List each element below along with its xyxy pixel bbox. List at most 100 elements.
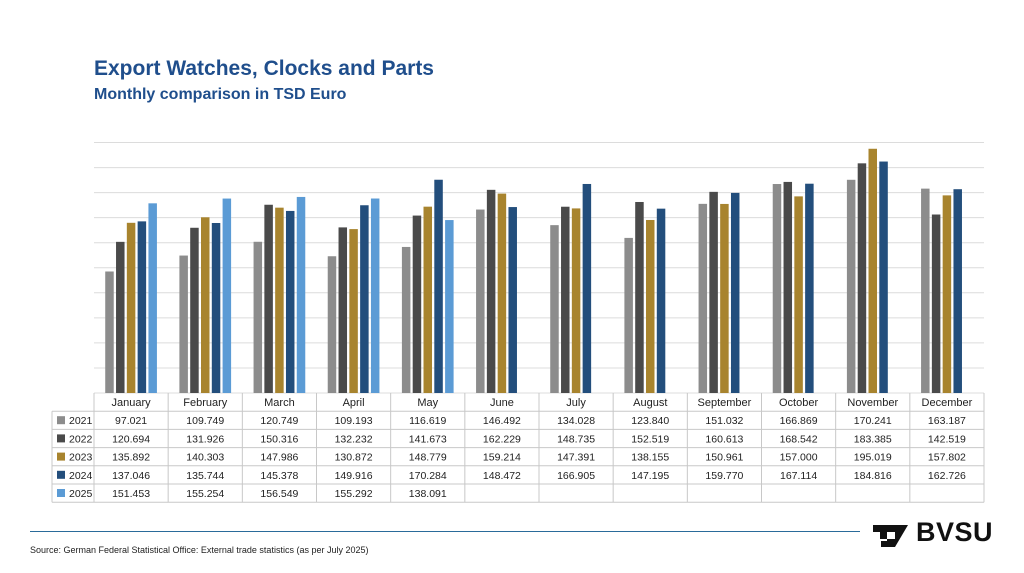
data-label: 109.193 <box>335 415 373 427</box>
bvsu-logo-icon <box>873 525 908 547</box>
category-label: September <box>698 397 752 409</box>
bar-2024-june <box>508 207 517 393</box>
bar-2025-january <box>148 203 157 393</box>
bar-2023-may <box>423 206 432 393</box>
bar-2021-september <box>698 203 708 393</box>
bar-2024-july <box>582 183 592 393</box>
bar-2023-december <box>942 195 952 393</box>
source-note: Source: German Federal Statistical Offic… <box>30 545 369 555</box>
data-label: 151.453 <box>112 488 150 500</box>
bar-2021-may <box>401 246 411 393</box>
legend-key-2022 <box>57 434 65 443</box>
bar-2022-march <box>264 204 273 393</box>
data-label: 148.735 <box>557 433 595 445</box>
data-label: 138.155 <box>631 452 669 464</box>
footer-divider <box>30 531 860 532</box>
bar-2022-april <box>338 227 348 393</box>
data-label: 167.114 <box>780 470 817 482</box>
bar-2023-january <box>126 222 136 393</box>
data-label: 151.032 <box>705 415 743 427</box>
data-label: 134.028 <box>557 415 595 427</box>
bar-2024-may <box>434 179 443 393</box>
data-label: 160.613 <box>705 433 743 445</box>
bar-2023-october <box>794 196 803 393</box>
legend-key-2024 <box>57 470 65 479</box>
data-label: 162.229 <box>483 433 521 445</box>
data-label: 195.019 <box>854 452 892 464</box>
bar-2024-september <box>730 192 740 393</box>
legend-label-2023: 2023 <box>69 452 93 464</box>
data-label: 155.292 <box>335 488 373 500</box>
data-label: 155.254 <box>186 488 224 500</box>
category-label: February <box>183 397 228 409</box>
data-label: 147.391 <box>557 452 595 464</box>
data-label: 116.619 <box>409 415 446 427</box>
bar-2024-october <box>805 183 814 393</box>
bar-2024-august <box>656 208 666 393</box>
data-label: 162.726 <box>928 470 966 482</box>
bar-2021-december <box>921 188 930 393</box>
data-label: 150.316 <box>260 433 298 445</box>
data-label: 137.046 <box>112 470 150 482</box>
data-label: 157.802 <box>928 452 966 464</box>
legend-label-2024: 2024 <box>69 470 93 482</box>
legend-key-2023 <box>57 452 65 461</box>
bar-2021-april <box>327 256 337 393</box>
data-label: 183.385 <box>854 433 892 445</box>
bar-2025-february <box>222 198 232 393</box>
bar-2023-february <box>201 217 210 393</box>
bar-2025-may <box>445 220 454 393</box>
data-label: 170.241 <box>854 415 892 427</box>
bar-2025-march <box>296 196 306 393</box>
data-label: 123.840 <box>631 415 669 427</box>
bar-2023-september <box>720 203 729 393</box>
bar-2024-april <box>360 205 369 393</box>
bar-2023-august <box>646 219 655 393</box>
bar-2022-june <box>486 189 496 393</box>
bar-2021-october <box>772 184 782 393</box>
category-label: March <box>264 397 295 409</box>
bar-2023-june <box>497 193 507 393</box>
data-label: 184.816 <box>854 470 892 482</box>
data-label: 148.779 <box>409 452 447 464</box>
category-label: April <box>343 397 365 409</box>
data-label: 156.549 <box>260 488 298 500</box>
data-label: 150.961 <box>705 452 743 464</box>
legend-key-2021 <box>57 416 65 425</box>
legend-label-2025: 2025 <box>69 488 93 500</box>
logo-text: BVSU <box>916 517 994 547</box>
data-label: 97.021 <box>115 415 147 427</box>
data-label: 130.872 <box>335 452 373 464</box>
bar-2021-june <box>476 209 485 393</box>
data-label: 146.492 <box>483 415 521 427</box>
bar-2022-november <box>857 163 867 393</box>
data-label: 163.187 <box>928 415 966 427</box>
bar-2021-july <box>550 225 559 393</box>
data-label: 159.770 <box>705 470 743 482</box>
bar-2021-february <box>179 255 188 393</box>
bar-2022-july <box>561 206 570 393</box>
data-label: 149.916 <box>335 470 373 482</box>
data-label: 138.091 <box>409 488 447 500</box>
bar-2021-november <box>846 179 856 393</box>
bar-2024-november <box>879 161 888 393</box>
data-label: 159.214 <box>483 452 521 464</box>
data-label: 166.905 <box>557 470 595 482</box>
data-label: 168.542 <box>780 433 818 445</box>
bar-2024-december <box>953 189 962 393</box>
data-label: 157.000 <box>780 452 818 464</box>
data-label: 140.303 <box>186 452 224 464</box>
data-label: 120.694 <box>112 433 150 445</box>
data-label: 141.673 <box>409 433 447 445</box>
legend-label-2022: 2022 <box>69 433 93 445</box>
bar-2021-march <box>253 241 263 393</box>
data-label: 147.195 <box>631 470 669 482</box>
bar-2022-may <box>412 215 422 393</box>
bar-2023-november <box>868 148 877 393</box>
category-label: November <box>847 397 898 409</box>
bar-2022-october <box>783 181 793 393</box>
legend-key-2025 <box>57 489 65 497</box>
data-label: 132.232 <box>335 433 373 445</box>
data-label: 109.749 <box>186 415 224 427</box>
bar-2021-august <box>624 237 633 393</box>
